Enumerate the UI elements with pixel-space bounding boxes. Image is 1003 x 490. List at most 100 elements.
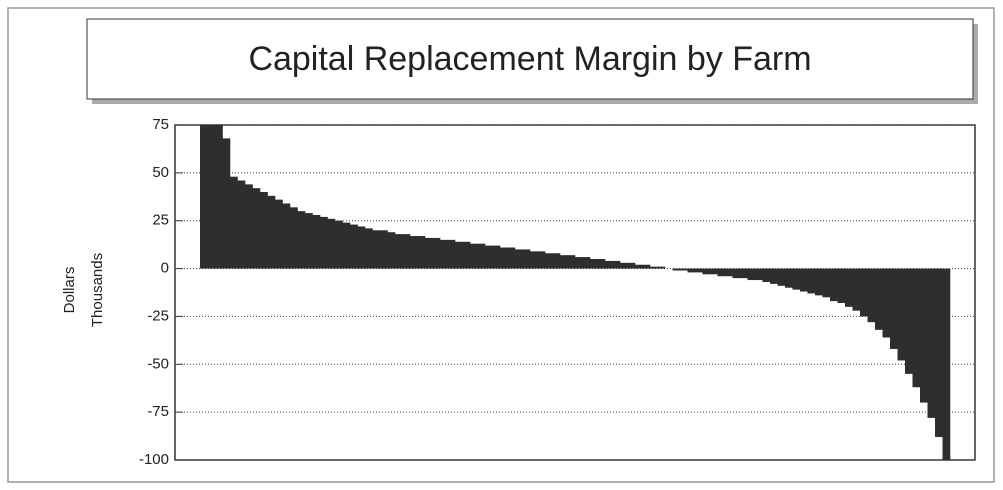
bar [642,264,651,269]
bar [687,268,696,273]
bar [672,268,681,271]
bar [905,268,913,374]
bar [470,243,478,269]
bar [380,230,388,269]
bar [792,268,801,290]
bar [425,237,433,269]
bar [335,220,343,269]
bar [305,213,313,269]
bar [387,232,396,269]
bar [770,268,778,284]
y-tick-label: 25 [152,212,169,229]
bar [530,251,538,269]
bar [215,125,223,269]
bar [297,211,306,269]
y-axis-label: Dollars [61,267,78,314]
bar [402,234,411,269]
bar [200,125,208,269]
bar [485,245,493,269]
bar [357,226,366,269]
bar [807,268,816,294]
bar [852,268,861,311]
bar [650,266,658,269]
bar [260,192,268,269]
bar [245,184,253,269]
bar [582,257,591,269]
bar [762,268,771,282]
chart-title: Capital Replacement Margin by Farm [248,40,811,78]
bar [455,241,463,269]
title-box [86,18,974,100]
bar [927,268,936,418]
bar [545,253,553,269]
bar [282,203,291,269]
bar [695,268,703,273]
bar [590,259,598,269]
bar [252,188,261,269]
bar [635,264,643,269]
bar [395,234,403,269]
bar [372,230,381,269]
bar [477,243,486,269]
bar [717,268,726,277]
bar [237,180,246,269]
y-tick-label: 0 [161,260,169,277]
bar [860,268,868,317]
bar [747,268,756,281]
bar [365,228,373,269]
bar [920,268,928,403]
bar [447,239,456,269]
bar [890,268,898,349]
bar [327,218,336,269]
bar [657,266,666,269]
bar [515,249,523,269]
bar [507,247,516,269]
bar [222,138,231,269]
bar [462,241,471,269]
bar [432,237,441,269]
bar [417,236,426,269]
bar [837,268,846,304]
bar [755,268,763,281]
bar [560,255,568,269]
bar [567,255,576,269]
bar [500,247,508,269]
bar [620,262,628,269]
bar [800,268,808,292]
y-tick-label: -100 [139,451,169,468]
bar [777,268,786,286]
bar [522,249,531,269]
y-tick-label: -25 [147,307,169,324]
bar [875,268,883,330]
bar [207,125,216,269]
bar [935,268,943,438]
bar [725,268,733,277]
bar [740,268,748,279]
y-tick-label: -75 [147,403,169,420]
frame [7,7,995,483]
bar [575,257,583,269]
y-tick-label: -50 [147,355,169,372]
bar [912,268,921,388]
bar [605,260,613,269]
bar [680,268,688,271]
bar [597,259,606,269]
bar [882,268,891,338]
bar [732,268,741,279]
bar [710,268,718,275]
bar [290,207,298,269]
bar [312,214,321,269]
bar [342,222,351,269]
bar [627,262,636,269]
bar [702,268,711,275]
bar [230,176,238,269]
bar [815,268,823,296]
bar [350,224,358,269]
bar [867,268,876,323]
bar [822,268,831,298]
bar [275,199,283,269]
bar [897,268,906,361]
bar [537,251,546,269]
